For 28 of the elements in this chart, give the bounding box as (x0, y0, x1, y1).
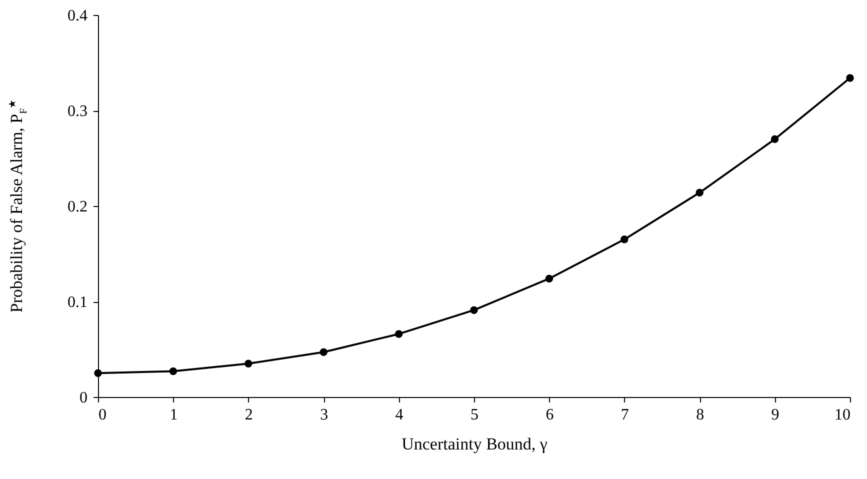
x-tick-label: 1 (170, 406, 178, 424)
y-tick-label: 0 (80, 390, 88, 406)
y-tick-label: 0.2 (68, 198, 88, 216)
point (244, 360, 252, 368)
point (620, 236, 628, 244)
point (94, 369, 102, 377)
x-tick-label: 3 (320, 406, 328, 424)
point (320, 348, 328, 356)
x-tick-label: 7 (620, 406, 629, 424)
y-tick-label: 0.3 (68, 103, 88, 120)
x-tick-label: 2 (244, 406, 253, 424)
y-tick-label: 0.1 (68, 294, 88, 311)
point (169, 367, 178, 376)
point (846, 74, 854, 82)
x-axis-title: Uncertainty Bound, γ (402, 434, 548, 454)
point (394, 330, 403, 338)
point (696, 188, 704, 196)
x-tick-label: 10 (834, 406, 850, 424)
x-tick-label: 9 (771, 406, 780, 424)
point (545, 274, 554, 282)
x-tick-label: 8 (696, 406, 704, 424)
x-tick-label: 6 (546, 406, 554, 424)
x-tick-label: 0 (98, 406, 106, 424)
point (470, 306, 478, 314)
x-tick-label: 4 (395, 406, 404, 424)
y-tick-label: 0.4 (68, 8, 88, 24)
x-tick-label: 5 (470, 406, 478, 424)
point (770, 135, 779, 144)
